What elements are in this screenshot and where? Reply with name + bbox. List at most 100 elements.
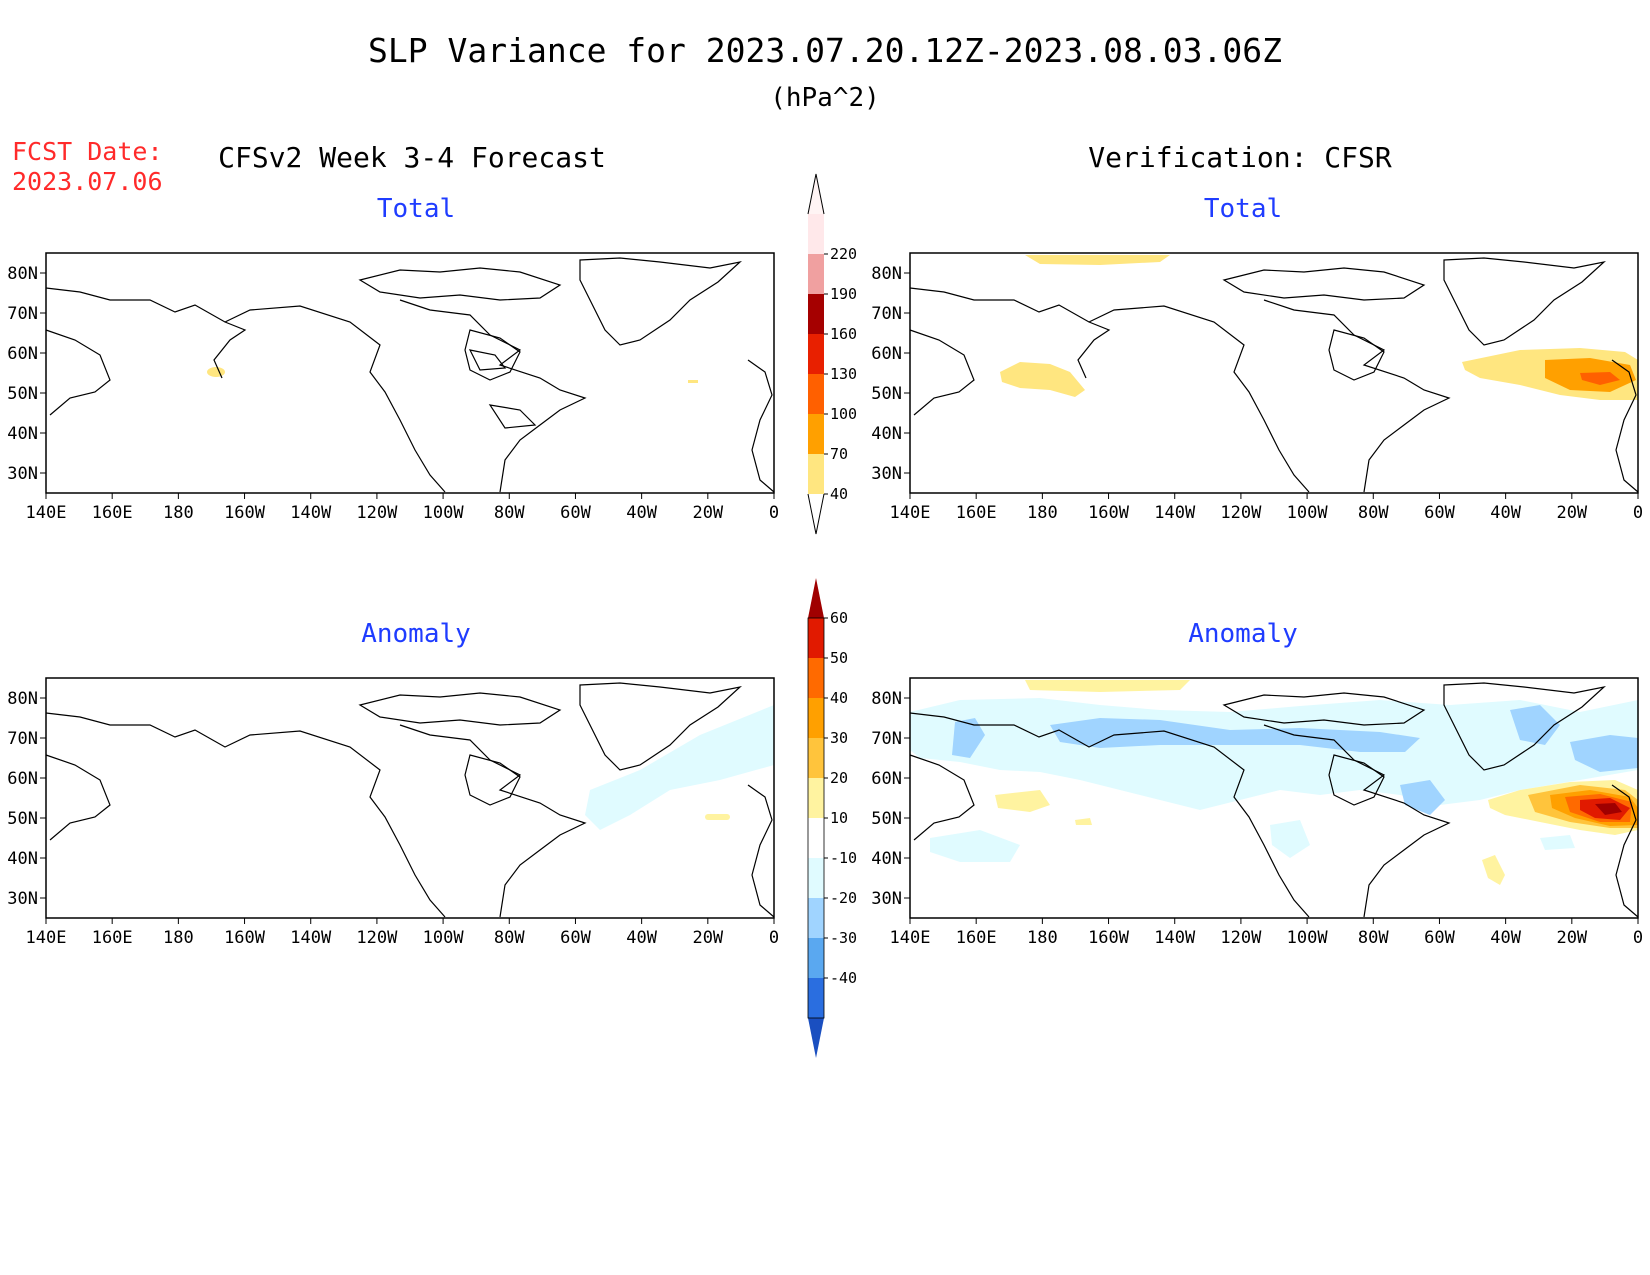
lon-tick-label: 140E — [890, 503, 931, 523]
colorbar-anomaly-label: -40 — [830, 969, 857, 987]
colorbar-anomaly-label: 60 — [830, 609, 848, 627]
lat-tick-label: 70N — [871, 729, 902, 749]
lat-tick-label: 50N — [7, 809, 38, 829]
lon-tick-label: 0 — [1633, 503, 1643, 523]
lon-tick-label: 20W — [1556, 928, 1587, 948]
lat-tick-label: 70N — [871, 304, 902, 324]
colorbar-anomaly-swatch — [808, 658, 824, 698]
lat-tick-label: 40N — [7, 849, 38, 869]
lon-tick-label: 40W — [1490, 928, 1521, 948]
lon-tick-label: 60W — [560, 928, 591, 948]
map-panel-verif-anomaly — [909, 677, 1639, 919]
colorbar-anomaly-swatch — [808, 938, 824, 978]
fcst-date-label: FCST Date: — [12, 137, 163, 166]
colorbar-anomaly-swatch — [808, 858, 824, 898]
colorbar-total-label: 40 — [830, 485, 848, 503]
lon-tick-label: 60W — [1424, 928, 1455, 948]
colorbar-total-label: 100 — [830, 405, 857, 423]
lat-tick-label: 80N — [871, 689, 902, 709]
lat-tick-label: 60N — [871, 344, 902, 364]
lon-tick-label: 60W — [1424, 503, 1455, 523]
lat-tick-label: 70N — [7, 729, 38, 749]
fcst-date-value: 2023.07.06 — [12, 167, 163, 196]
lon-tick-label: 140W — [290, 928, 332, 948]
lon-tick-label: 100W — [423, 503, 465, 523]
lat-tick-label: 30N — [7, 889, 38, 909]
colorbar-anomaly-swatch — [808, 898, 824, 938]
lon-tick-label: 160E — [92, 503, 133, 523]
colorbar-anomaly-label: 50 — [830, 649, 848, 667]
lat-tick-label: 50N — [871, 809, 902, 829]
colorbar-total-swatch — [808, 374, 824, 414]
colorbar-anomaly-swatch — [808, 698, 824, 738]
lon-tick-label: 160E — [956, 503, 997, 523]
lat-tick-label: 40N — [7, 424, 38, 444]
colorbar-total-label: 190 — [830, 285, 857, 303]
panel-subtitle-verif-total: Total — [1204, 194, 1282, 224]
lon-tick-label: 120W — [356, 503, 398, 523]
colorbar-anomaly-label: -30 — [830, 929, 857, 947]
colorbar-total-swatch — [808, 334, 824, 374]
axis-labels: 140E 160E 180 160W 140W 120W 100W 80W 60W 40W 20W 0… — [7, 264, 1643, 948]
panel-subtitle-verif-anomaly: Anomaly — [1188, 619, 1298, 649]
lat-tick-label: 70N — [7, 304, 38, 324]
lat-tick-label: 50N — [7, 384, 38, 404]
lon-tick-label: 120W — [356, 928, 398, 948]
lon-tick-label: 160W — [1088, 503, 1130, 523]
lon-tick-label: 80W — [1358, 503, 1389, 523]
lat-tick-label: 50N — [871, 384, 902, 404]
lat-tick-label: 60N — [7, 769, 38, 789]
colorbar-anomaly-lower-arrow — [808, 1018, 824, 1058]
lon-tick-label: 160W — [224, 503, 266, 523]
lat-tick-label: 30N — [871, 889, 902, 909]
lon-tick-label: 140E — [890, 928, 931, 948]
forecast-heading: CFSv2 Week 3-4 Forecast — [218, 141, 606, 174]
lon-tick-label: 140E — [26, 928, 67, 948]
colorbar-anomaly-swatch — [808, 618, 824, 658]
panel-subtitle-fcst-anomaly: Anomaly — [361, 619, 471, 649]
shading-verif-total — [1000, 255, 1638, 400]
lon-tick-label: 40W — [626, 503, 657, 523]
lon-tick-label: 0 — [769, 503, 779, 523]
lon-tick-label: 100W — [1287, 928, 1329, 948]
units-label: (hPa^2) — [770, 83, 880, 113]
lon-tick-label: 20W — [692, 928, 723, 948]
lon-tick-label: 40W — [626, 928, 657, 948]
colorbar-anomaly-swatch — [808, 978, 824, 1018]
lon-tick-label: 20W — [1556, 503, 1587, 523]
lat-tick-label: 80N — [871, 264, 902, 284]
panel-subtitle-fcst-total: Total — [377, 194, 455, 224]
colorbar-total-label: 220 — [830, 245, 857, 263]
coastlines — [909, 257, 1639, 493]
lon-tick-label: 60W — [560, 503, 591, 523]
colorbar-lower-arrow — [807, 493, 825, 535]
colorbar-total-swatch — [808, 414, 824, 454]
colorbar-total-swatch — [808, 294, 824, 334]
lon-tick-label: 120W — [1220, 928, 1262, 948]
lon-tick-label: 160W — [224, 928, 266, 948]
lon-tick-label: 140W — [1154, 928, 1196, 948]
colorbar-total-label: 130 — [830, 365, 857, 383]
lon-tick-label: 140W — [290, 503, 332, 523]
lon-tick-label: 180 — [163, 928, 194, 948]
colorbar-total-swatch — [808, 254, 824, 294]
colorbar-anomaly-label: -10 — [830, 849, 857, 867]
lon-tick-label: 80W — [494, 928, 525, 948]
colorbar-total-label: 160 — [830, 325, 857, 343]
colorbar-anomaly-swatch — [808, 778, 824, 818]
lon-tick-label: 180 — [1027, 928, 1058, 948]
lon-tick-label: 120W — [1220, 503, 1262, 523]
lon-tick-label: 140E — [26, 503, 67, 523]
colorbar-total-swatch — [808, 214, 824, 254]
lon-tick-label: 180 — [163, 503, 194, 523]
colorbar-total-swatch — [808, 454, 824, 494]
lon-tick-label: 0 — [1633, 928, 1643, 948]
map-panel-fcst-anomaly — [45, 677, 775, 919]
lon-tick-label: 160W — [1088, 928, 1130, 948]
colorbar-anomaly-label: -20 — [830, 889, 857, 907]
lat-tick-label: 80N — [7, 689, 38, 709]
lon-tick-label: 80W — [1358, 928, 1389, 948]
lat-tick-label: 80N — [7, 264, 38, 284]
coastlines — [909, 682, 1639, 918]
